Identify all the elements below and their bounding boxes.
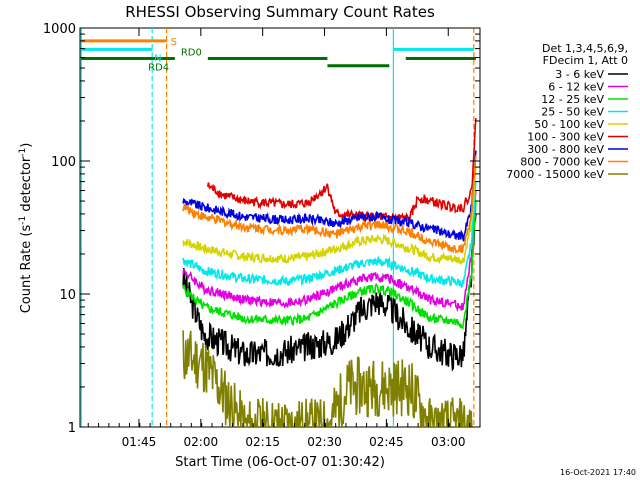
legend-label-0: 3 - 6 keV — [555, 68, 604, 81]
x-tick-label-4: 02:45 — [369, 435, 404, 449]
y-tick-label-2: 100 — [51, 155, 76, 170]
y-tick-label-1: 10 — [59, 288, 76, 303]
legend: Det 1,3,4,5,6,9,FDecim 1, Att 03 - 6 keV… — [506, 42, 628, 181]
legend-label-6: 300 - 800 keV — [527, 143, 604, 156]
flag-label-rd0: RD0 — [181, 47, 202, 58]
flag-label-n: N — [154, 53, 161, 64]
series-line-8 — [182, 330, 473, 427]
series-group — [182, 118, 477, 427]
flag-label-rd4: RD4 — [148, 62, 169, 73]
y-tick-label-0: 1 — [68, 421, 76, 436]
series-line-4 — [182, 166, 477, 265]
flag-label-s: S — [171, 37, 177, 48]
legend-title-line-1: FDecim 1, Att 0 — [543, 54, 628, 67]
series-line-2 — [182, 200, 477, 330]
legend-label-1: 6 - 12 keV — [548, 81, 604, 94]
legend-label-7: 800 - 7000 keV — [520, 156, 604, 169]
y-axis-label: Count Rate (s-1 detector-1) — [18, 143, 34, 314]
legend-label-5: 100 - 300 keV — [527, 131, 604, 144]
legend-label-3: 25 - 50 keV — [541, 106, 604, 119]
legend-label-2: 12 - 25 keV — [541, 93, 604, 106]
x-tick-label-3: 02:30 — [307, 435, 342, 449]
y-axis: 1 10 100 1000 — [43, 22, 480, 436]
x-axis-label: Start Time (06-Oct-07 01:30:42) — [175, 455, 385, 470]
observing-flags: SN RD0 RD4 — [81, 37, 476, 73]
series-line-3 — [182, 181, 477, 288]
x-tick-label-0: 01:45 — [122, 435, 157, 449]
series-line-7 — [182, 155, 477, 255]
legend-title-line-0: Det 1,3,4,5,6,9, — [542, 42, 628, 55]
x-axis: 01:45 02:00 02:15 02:30 02:45 03:00 — [87, 28, 471, 449]
footer-timestamp: 16-Oct-2021 17:40 — [560, 468, 636, 477]
series-line-5 — [207, 118, 477, 226]
chart-title: RHESSI Observing Summary Count Rates — [125, 3, 435, 21]
y-tick-label-3: 1000 — [43, 22, 76, 37]
legend-label-8: 7000 - 15000 keV — [506, 168, 604, 181]
series-line-6 — [182, 150, 477, 242]
series-line-1 — [182, 190, 477, 313]
x-tick-label-2: 02:15 — [245, 435, 280, 449]
x-tick-label-5: 03:00 — [431, 435, 466, 449]
x-tick-label-1: 02:00 — [184, 435, 219, 449]
series-line-0 — [182, 213, 477, 372]
legend-label-4: 50 - 100 keV — [534, 118, 604, 131]
